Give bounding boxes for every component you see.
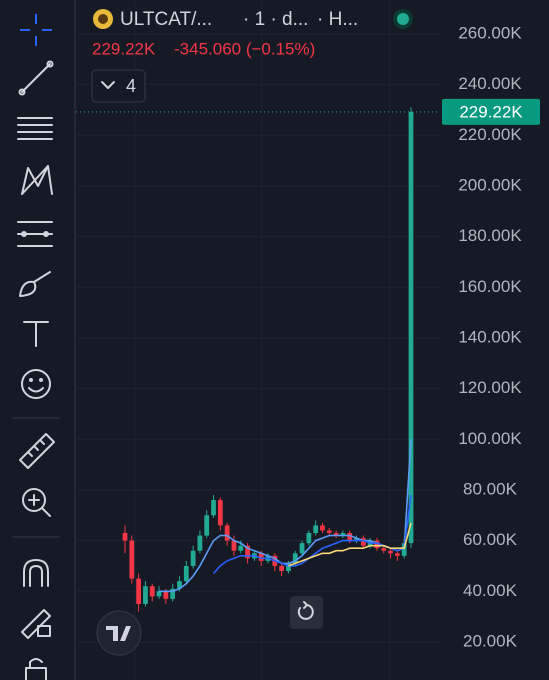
- candle-body: [211, 500, 216, 516]
- lock-tool[interactable]: [25, 658, 47, 680]
- ruler-tool[interactable]: [19, 433, 55, 469]
- candle-body: [231, 540, 237, 551]
- candle-body: [286, 563, 291, 572]
- interval[interactable]: · 1 · d...: [243, 9, 308, 30]
- candle-body: [183, 565, 189, 582]
- candle-body: [360, 538, 366, 546]
- tv-logo[interactable]: [96, 610, 142, 656]
- candle-body: [156, 591, 162, 597]
- indicator-count[interactable]: 4: [126, 76, 136, 96]
- candle-body: [340, 533, 346, 536]
- brush-tool[interactable]: [19, 271, 51, 297]
- moving-average: [212, 494, 412, 575]
- y-tick-label: 180.00K: [458, 226, 522, 245]
- y-tick-label: 40.00K: [463, 581, 518, 600]
- candle-body: [320, 525, 325, 531]
- status-dot: [397, 13, 409, 25]
- y-tick-label: 100.00K: [458, 429, 522, 448]
- candle-body: [313, 525, 319, 534]
- y-tick-label: 200.00K: [458, 175, 522, 194]
- last-price-box: [442, 98, 540, 125]
- candle-body: [129, 540, 135, 579]
- y-tick-label: 120.00K: [458, 378, 522, 397]
- candle-body: [170, 588, 176, 599]
- indicators-toggle[interactable]: [91, 69, 146, 103]
- candle-body: [326, 530, 332, 534]
- y-tick-label: 140.00K: [458, 327, 522, 346]
- candle-body: [143, 586, 148, 604]
- candle-body: [217, 500, 223, 526]
- last-price-label: 229.22K: [459, 102, 523, 121]
- y-tick-label: 240.00K: [458, 74, 522, 93]
- candle-body: [401, 543, 407, 556]
- change: -345.060 (−0.15%): [174, 39, 315, 58]
- candle-body: [292, 553, 298, 564]
- candle-body: [204, 515, 210, 536]
- chevron-icon: [101, 81, 115, 89]
- candle-body: [408, 111, 414, 544]
- y-tick-label: 80.00K: [463, 479, 518, 498]
- candle-body: [299, 543, 305, 554]
- y-tick-label: 160.00K: [458, 277, 522, 296]
- candle-body: [177, 581, 182, 589]
- candle-body: [306, 533, 312, 544]
- crosshair-tool[interactable]: [20, 14, 52, 46]
- magnet-tool[interactable]: [23, 559, 49, 587]
- y-tick-label: 220.00K: [458, 125, 522, 144]
- emoji-tool[interactable]: [21, 369, 51, 399]
- moving-average: [159, 439, 412, 593]
- candle-body: [381, 548, 387, 551]
- y-tick-label: 20.00K: [463, 631, 518, 650]
- y-tick-label: 260.00K: [458, 23, 522, 42]
- text-tool[interactable]: [23, 321, 49, 347]
- candle-body: [374, 540, 380, 549]
- exchange[interactable]: · H...: [317, 9, 358, 30]
- zoom-tool[interactable]: [22, 488, 51, 517]
- candle-body: [354, 538, 359, 541]
- candle-body: [224, 525, 230, 541]
- y-tick-label: 60.00K: [463, 530, 518, 549]
- reset-button[interactable]: [290, 596, 323, 629]
- symbol-icon: [98, 14, 108, 24]
- candle-body: [190, 550, 196, 566]
- price: 229.22K: [92, 39, 156, 58]
- candle-body: [197, 535, 203, 551]
- toolbar: [12, 0, 76, 680]
- candle-body: [279, 565, 285, 572]
- plot-area: 20.00K 40.00K 60.00K 80.00K 100.00K 120.00K 14…: [76, 0, 540, 680]
- pattern-tool[interactable]: [21, 165, 53, 195]
- header: ULTCAT/... · 1 · d... · H... 229.22K -34…: [91, 9, 413, 103]
- candle-body: [388, 550, 393, 554]
- candle-body: [258, 553, 264, 561]
- candle-body: [245, 545, 250, 559]
- moving-average: [288, 522, 412, 567]
- trend-line-tool[interactable]: [18, 60, 54, 96]
- candle-body: [394, 553, 400, 556]
- candle-body: [149, 586, 155, 597]
- fib-tool[interactable]: [17, 117, 53, 140]
- forecast-tool[interactable]: [17, 221, 53, 247]
- candle-body: [238, 545, 244, 551]
- candle-body: [122, 533, 128, 541]
- candle-body: [136, 578, 142, 604]
- lock-draw-tool[interactable]: [21, 609, 51, 639]
- candle-body: [347, 533, 353, 541]
- symbol[interactable]: ULTCAT/...: [120, 9, 212, 30]
- candle-body: [333, 533, 339, 536]
- candle-body: [163, 591, 169, 599]
